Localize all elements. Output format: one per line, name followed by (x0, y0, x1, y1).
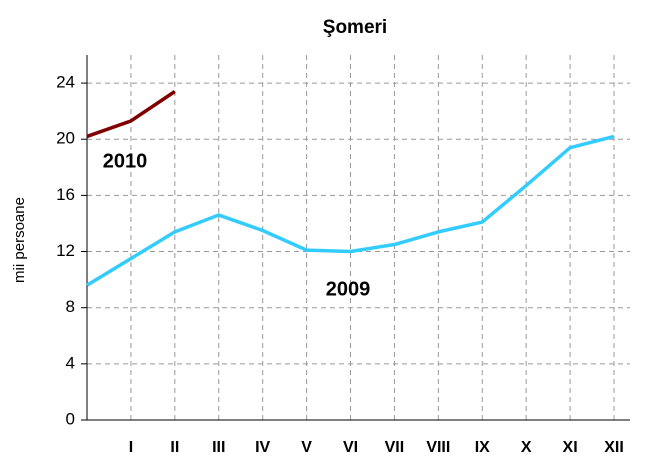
series-label: 2009 (326, 278, 371, 300)
x-tick-label: VIII (426, 439, 450, 456)
x-tick-label: II (170, 439, 179, 456)
y-tick-label: 4 (66, 353, 75, 372)
y-tick-label: 8 (66, 297, 75, 316)
x-tick-label: III (212, 439, 225, 456)
x-tick-label: XI (563, 439, 578, 456)
line-series (86, 90, 176, 139)
y-tick-label: 12 (56, 241, 75, 260)
y-tick-label: 20 (56, 129, 75, 148)
y-axis-label: mii persoane (11, 197, 28, 283)
x-tick-label: V (301, 439, 312, 456)
x-tick-label: IX (475, 439, 490, 456)
line-series (86, 134, 615, 287)
chart-title: Şomeri (323, 17, 387, 38)
x-tick-label: X (521, 439, 532, 456)
series-label: 2010 (103, 150, 148, 172)
y-tick-label: 16 (56, 185, 75, 204)
x-tick-label: XII (604, 439, 624, 456)
x-tick-label: VII (385, 439, 405, 456)
x-tick-label: VI (343, 439, 358, 456)
y-tick-label: 24 (56, 73, 75, 92)
y-tick-label: 0 (66, 409, 75, 428)
x-tick-label: IV (255, 439, 270, 456)
x-tick-label: I (129, 439, 133, 456)
